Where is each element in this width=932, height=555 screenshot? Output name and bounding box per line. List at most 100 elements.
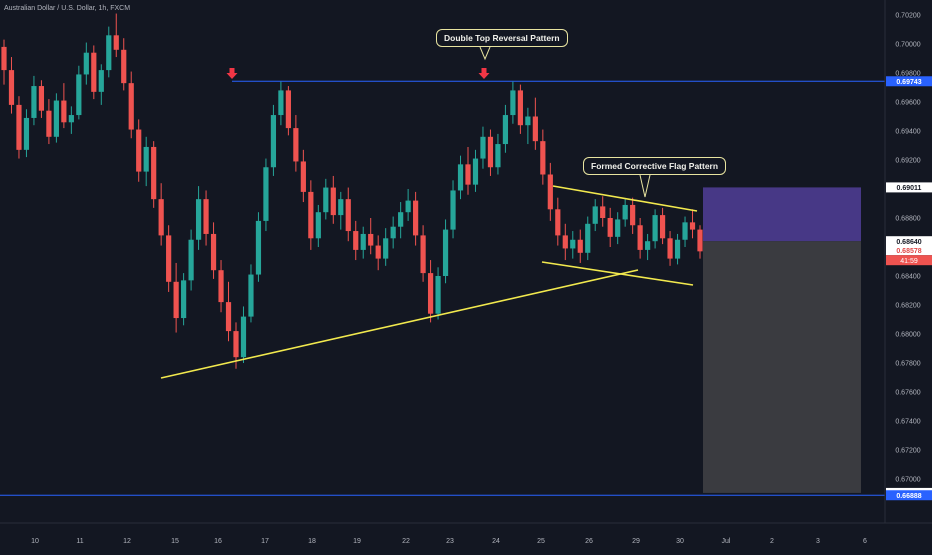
candle[interactable] xyxy=(510,81,516,124)
candle[interactable] xyxy=(682,216,688,247)
double-top-callout[interactable]: Double Top Reversal Pattern xyxy=(436,29,568,47)
candle[interactable] xyxy=(375,235,381,271)
flag-callout[interactable]: Formed Corrective Flag Pattern xyxy=(583,157,727,175)
candle[interactable] xyxy=(83,42,89,85)
candle[interactable] xyxy=(645,233,651,261)
flag-lower-line[interactable] xyxy=(541,261,694,286)
candle[interactable] xyxy=(121,38,127,91)
candle[interactable] xyxy=(697,225,703,259)
candle[interactable] xyxy=(293,115,299,172)
ascending-trendline[interactable] xyxy=(160,269,639,379)
target-zone[interactable] xyxy=(703,187,861,242)
candle[interactable] xyxy=(353,220,359,261)
candle[interactable] xyxy=(413,191,419,246)
candle[interactable] xyxy=(630,197,636,234)
price-label[interactable]: 0.68578 xyxy=(886,245,932,256)
candle[interactable] xyxy=(472,149,479,192)
candle[interactable] xyxy=(248,264,254,323)
candle[interactable] xyxy=(278,81,284,126)
candle[interactable] xyxy=(405,189,411,221)
candle[interactable] xyxy=(607,207,613,247)
candle[interactable] xyxy=(338,191,344,230)
candle[interactable] xyxy=(637,218,643,259)
candle[interactable] xyxy=(345,187,351,242)
candle[interactable] xyxy=(270,104,277,176)
candle[interactable] xyxy=(502,104,509,153)
candle[interactable] xyxy=(1,39,7,85)
candle[interactable] xyxy=(383,228,389,266)
candle[interactable] xyxy=(203,190,209,246)
candle[interactable] xyxy=(435,267,441,320)
candle[interactable] xyxy=(442,219,449,284)
candle[interactable] xyxy=(652,209,658,249)
candle[interactable] xyxy=(420,225,426,282)
candle[interactable] xyxy=(255,212,262,282)
candle[interactable] xyxy=(166,225,172,292)
price-label[interactable]: 0.69743 xyxy=(886,76,932,87)
candle[interactable] xyxy=(53,93,59,143)
flag-upper-line[interactable] xyxy=(552,185,698,212)
candle[interactable] xyxy=(368,218,374,255)
candle[interactable] xyxy=(188,229,194,291)
candle[interactable] xyxy=(240,306,247,363)
candle[interactable] xyxy=(128,71,134,139)
candle[interactable] xyxy=(480,126,486,169)
candle[interactable] xyxy=(562,223,568,261)
candle[interactable] xyxy=(674,233,681,265)
candle[interactable] xyxy=(225,281,232,342)
candle[interactable] xyxy=(495,133,501,175)
candle[interactable] xyxy=(659,207,666,245)
candle[interactable] xyxy=(615,212,621,245)
candle[interactable] xyxy=(390,216,396,249)
candle[interactable] xyxy=(300,149,306,203)
candle[interactable] xyxy=(525,107,531,145)
candle[interactable] xyxy=(38,80,45,118)
candle[interactable] xyxy=(210,222,217,279)
candle[interactable] xyxy=(667,231,673,266)
candle[interactable] xyxy=(487,129,494,176)
candle[interactable] xyxy=(547,162,553,221)
candle[interactable] xyxy=(360,226,366,259)
candle[interactable] xyxy=(592,199,598,232)
candle[interactable] xyxy=(31,75,37,126)
candle[interactable] xyxy=(540,129,546,185)
candle[interactable] xyxy=(218,260,224,313)
candle[interactable] xyxy=(622,199,628,227)
candle[interactable] xyxy=(143,136,149,187)
candle[interactable] xyxy=(98,64,104,105)
candle[interactable] xyxy=(577,229,583,263)
candle[interactable] xyxy=(136,119,142,182)
candle[interactable] xyxy=(61,83,67,129)
candle[interactable] xyxy=(323,178,329,220)
candle[interactable] xyxy=(285,86,291,136)
candle[interactable] xyxy=(532,97,538,150)
candle[interactable] xyxy=(450,180,456,239)
candle[interactable] xyxy=(427,260,434,323)
candle[interactable] xyxy=(181,273,187,326)
candle[interactable] xyxy=(465,146,471,195)
candle[interactable] xyxy=(23,109,30,158)
candle[interactable] xyxy=(600,196,606,227)
candle[interactable] xyxy=(585,216,591,261)
candle[interactable] xyxy=(308,180,314,250)
candle[interactable] xyxy=(151,141,157,208)
candle[interactable] xyxy=(689,209,696,239)
candle[interactable] xyxy=(398,202,404,239)
stop-zone[interactable] xyxy=(703,241,861,493)
candle[interactable] xyxy=(106,26,112,78)
candle[interactable] xyxy=(68,106,74,134)
candle[interactable] xyxy=(315,204,321,247)
candle[interactable] xyxy=(570,231,576,259)
candle[interactable] xyxy=(113,13,119,58)
candle[interactable] xyxy=(457,155,464,200)
price-label[interactable]: 0.68640 xyxy=(886,236,932,247)
candle[interactable] xyxy=(330,175,336,224)
candle[interactable] xyxy=(263,158,269,232)
candle[interactable] xyxy=(555,197,561,246)
candle[interactable] xyxy=(76,65,82,120)
time-axis-panel[interactable] xyxy=(0,523,932,550)
candle[interactable] xyxy=(173,262,179,333)
candle[interactable] xyxy=(8,57,15,114)
